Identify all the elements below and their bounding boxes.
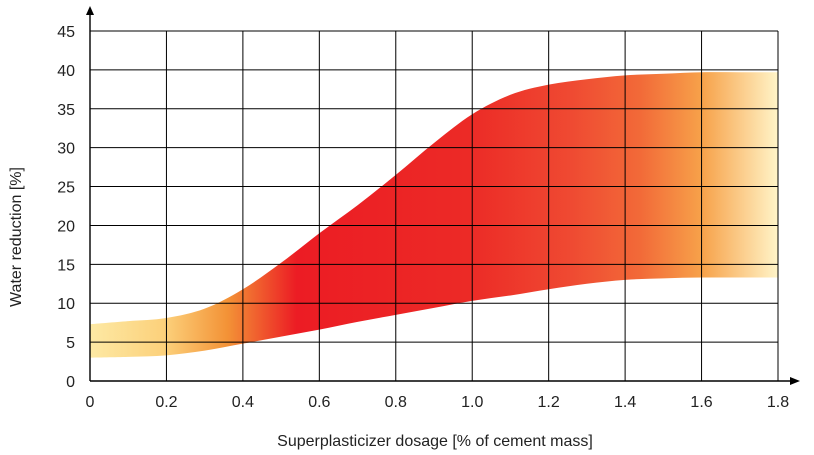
x-tick-label: 1.4 [614, 394, 636, 411]
x-tick-label: 1.8 [767, 394, 789, 411]
x-axis-arrow [790, 377, 800, 385]
x-tick-label: 1.6 [690, 394, 712, 411]
x-tick-label: 0.8 [385, 394, 407, 411]
x-tick-label: 0.4 [232, 394, 254, 411]
x-tick-label: 1.0 [461, 394, 483, 411]
y-tick-label: 15 [57, 257, 75, 274]
x-tick-label: 0 [86, 394, 95, 411]
y-tick-label: 5 [66, 335, 75, 352]
y-tick-label: 40 [57, 63, 75, 80]
x-tick-label: 1.2 [538, 394, 560, 411]
y-tick-label: 30 [57, 141, 75, 158]
y-tick-label: 25 [57, 180, 75, 197]
axes [86, 6, 800, 385]
y-axis-title: Water reduction [%] [8, 167, 25, 307]
x-axis-title: Superplasticizer dosage [% of cement mas… [277, 433, 593, 450]
x-tick-label: 0.2 [155, 394, 177, 411]
water-reduction-band [90, 72, 778, 358]
water-reduction-band-layer [90, 72, 778, 358]
x-tick-label: 0.6 [308, 394, 330, 411]
y-tick-label: 10 [57, 296, 75, 313]
y-axis-arrow [86, 6, 94, 15]
tick-labels: 0 0.2 0.4 0.6 0.8 1.0 1.2 1.4 1.6 1.8 0 5 10 15 20 25 30… [57, 24, 789, 411]
y-tick-label: 35 [57, 102, 75, 119]
y-tick-label: 0 [66, 374, 75, 391]
y-tick-label: 20 [57, 218, 75, 235]
y-tick-label: 45 [57, 24, 75, 41]
grid [90, 30, 779, 381]
